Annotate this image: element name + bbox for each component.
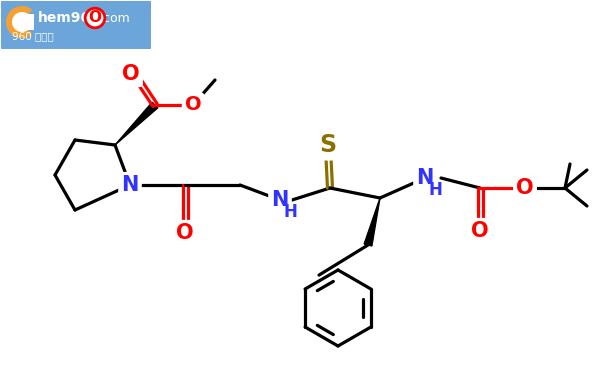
Text: S: S — [319, 133, 336, 157]
Text: N: N — [416, 168, 434, 188]
Text: hem960: hem960 — [38, 11, 100, 25]
Text: N: N — [122, 175, 139, 195]
Text: N: N — [271, 190, 289, 210]
Wedge shape — [6, 6, 32, 38]
FancyBboxPatch shape — [1, 1, 151, 49]
Text: O: O — [176, 223, 194, 243]
Wedge shape — [12, 12, 32, 32]
Text: 960 化工网: 960 化工网 — [12, 31, 54, 41]
Text: O: O — [88, 10, 102, 26]
Text: H: H — [428, 181, 442, 199]
Text: O: O — [122, 64, 140, 84]
Text: O: O — [185, 96, 201, 114]
Text: .com: .com — [100, 12, 131, 24]
Polygon shape — [115, 102, 158, 145]
Text: H: H — [283, 203, 297, 221]
Text: O: O — [516, 178, 534, 198]
Text: O: O — [471, 221, 489, 241]
Bar — [22, 14, 34, 30]
Polygon shape — [364, 198, 380, 246]
